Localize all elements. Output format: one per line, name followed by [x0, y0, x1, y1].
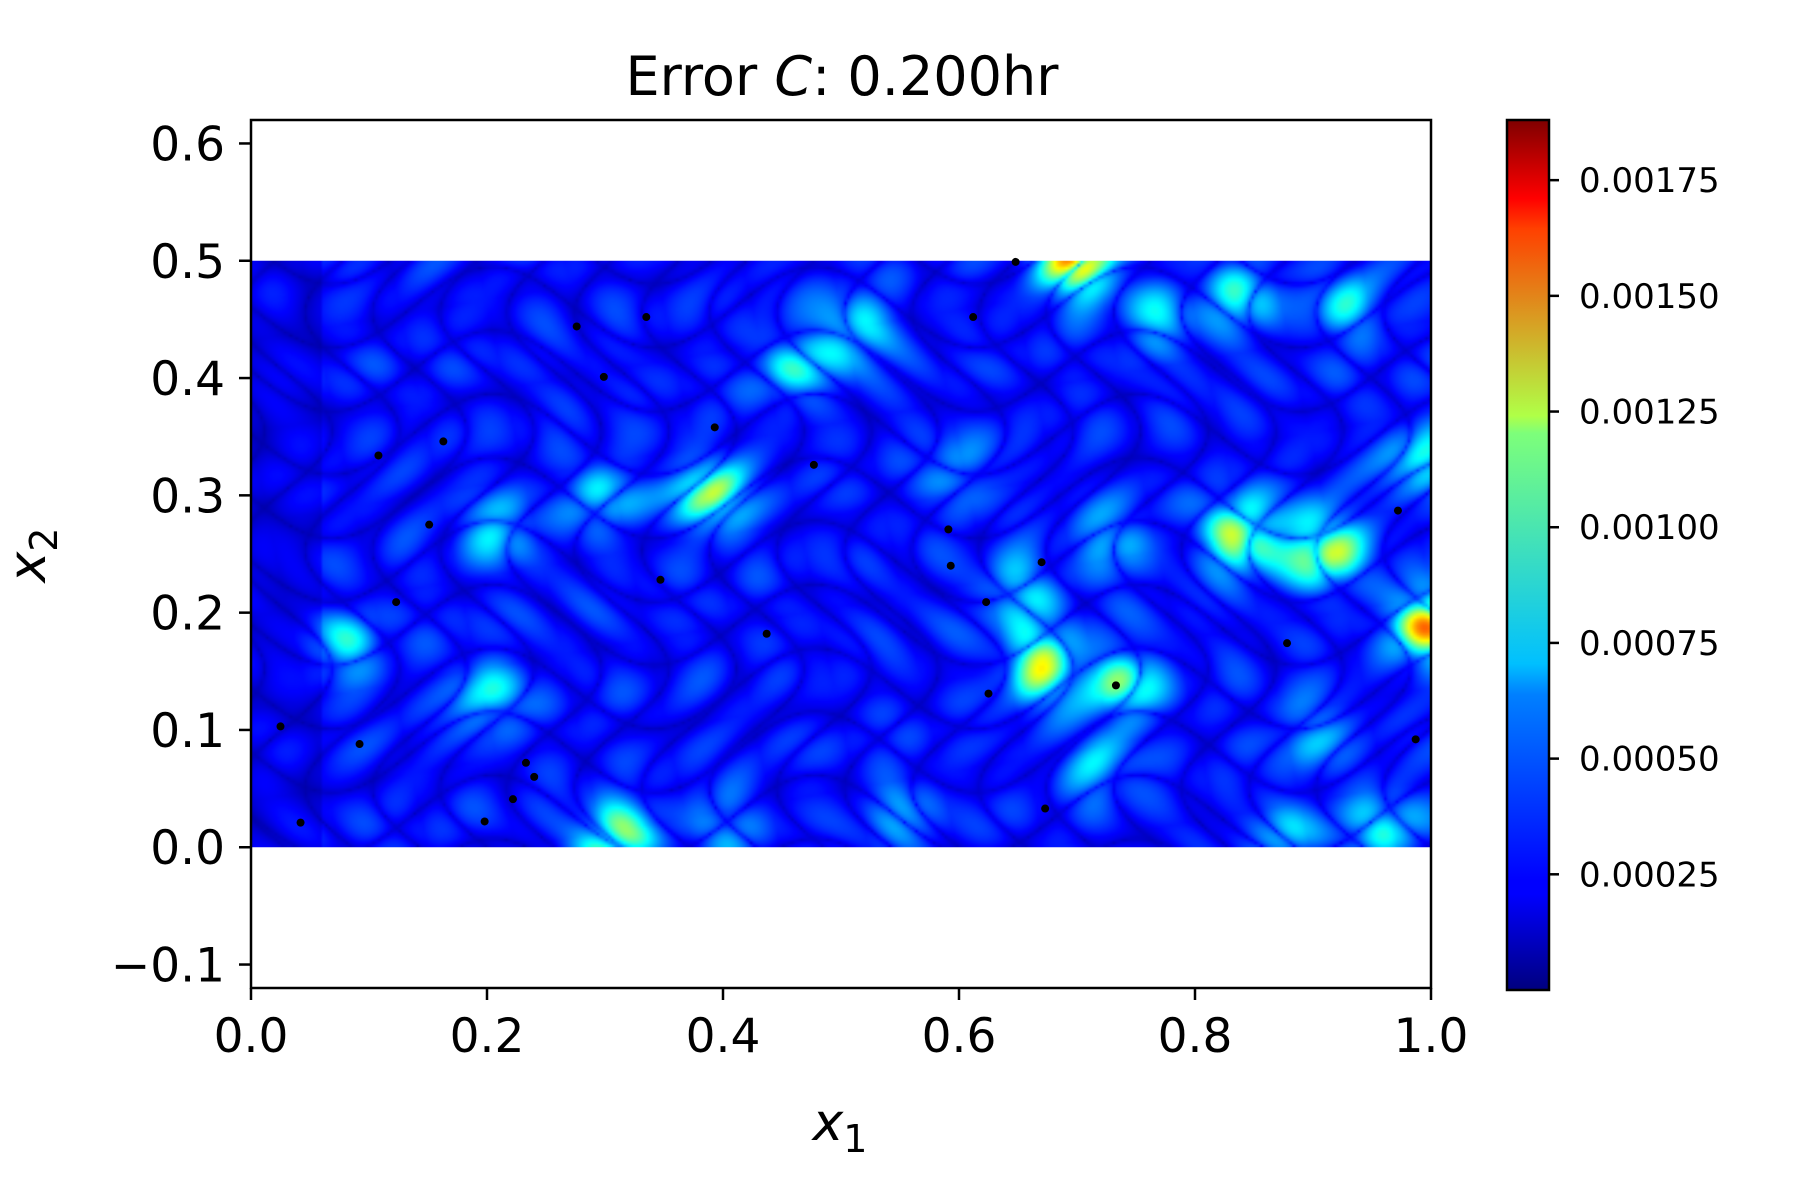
sample-point	[642, 313, 651, 322]
colorbar-tick-label: 0.00025	[1579, 855, 1720, 895]
sample-point	[392, 598, 401, 607]
y-tick-label: 0.6	[150, 117, 225, 172]
sample-point	[1283, 639, 1292, 648]
colorbar-tick-label: 0.00100	[1579, 508, 1720, 548]
sample-point	[1111, 681, 1120, 690]
sample-point	[984, 689, 993, 698]
sample-point	[296, 818, 305, 827]
sample-point	[944, 525, 953, 534]
y-tick-label: 0.4	[150, 352, 225, 407]
x-axis-label: x1	[811, 1093, 868, 1161]
sample-point	[809, 460, 818, 469]
x-axis-ticks: 0.0 0.2 0.4 0.6 0.8 1.0	[214, 988, 1469, 1064]
plot-area-frame	[249, 118, 1433, 990]
sample-point	[521, 758, 530, 767]
colorbar-tick-label: 0.00150	[1579, 277, 1720, 317]
y-axis-label: x2	[0, 528, 66, 585]
y-tick-label: −0.1	[111, 939, 225, 994]
chart-title: Error C: 0.200hr	[626, 45, 1060, 108]
sample-point	[710, 423, 719, 432]
sample-point	[276, 722, 285, 731]
x-tick-label: 1.0	[1394, 1009, 1469, 1064]
sample-point	[480, 817, 489, 826]
sample-point	[530, 772, 539, 781]
y-tick-label: 0.1	[150, 704, 225, 759]
sample-point	[355, 740, 364, 749]
colorbar-tick-label: 0.00075	[1579, 624, 1720, 664]
heatmap-image	[251, 260, 1431, 848]
x-tick-label: 0.0	[214, 1009, 289, 1064]
sample-point	[1393, 506, 1402, 515]
colorbar-tick-label: 0.00175	[1579, 161, 1720, 201]
sample-point	[1041, 804, 1050, 813]
sample-point	[439, 437, 448, 446]
sample-point	[969, 313, 978, 322]
sample-point	[1037, 558, 1046, 567]
sample-point	[656, 575, 665, 584]
sample-point	[599, 372, 608, 381]
x-tick-label: 0.8	[1158, 1009, 1233, 1064]
colorbar-ticks: 0.00025 0.00050 0.00075 0.00100 0.00125 0.001…	[1549, 161, 1720, 895]
x-tick-label: 0.6	[922, 1009, 997, 1064]
sample-point	[508, 795, 517, 804]
sample-point	[425, 520, 434, 529]
sample-point	[762, 629, 771, 638]
y-tick-label: 0.5	[150, 235, 225, 290]
y-tick-label: 0.0	[150, 821, 225, 876]
sample-point	[572, 322, 581, 331]
colorbar	[1505, 118, 1551, 992]
colorbar-tick-label: 0.00050	[1579, 740, 1720, 780]
x-tick-label: 0.2	[450, 1009, 525, 1064]
sample-point	[982, 598, 991, 607]
sample-point	[1011, 257, 1020, 266]
y-tick-label: 0.3	[150, 469, 225, 524]
sample-points	[276, 257, 1420, 827]
y-tick-label: 0.2	[150, 587, 225, 642]
sample-point	[374, 451, 383, 460]
sample-point	[1411, 735, 1420, 744]
sample-point	[946, 561, 955, 570]
colorbar-tick-label: 0.00125	[1579, 393, 1720, 433]
y-axis-ticks: −0.1 0.0 0.1 0.2 0.3 0.4 0.5 0.6	[111, 117, 251, 994]
x-tick-label: 0.4	[686, 1009, 761, 1064]
